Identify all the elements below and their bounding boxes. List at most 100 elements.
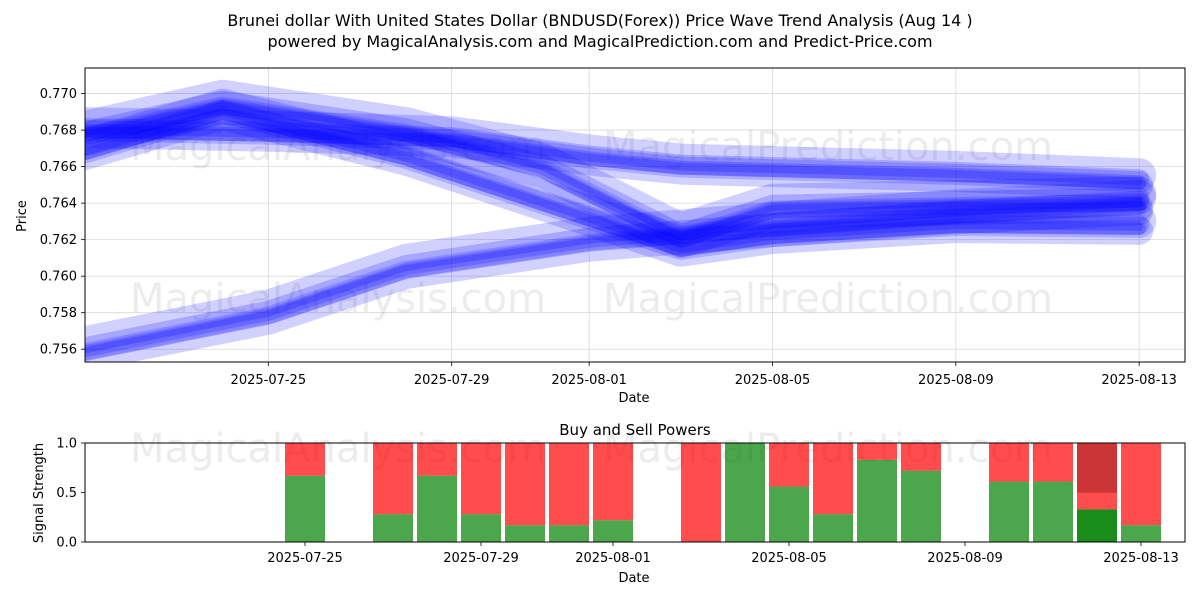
price-axes: 0.756 0.758 0.760 0.762 0.764 0.766 0.768 0.770… bbox=[40, 87, 1177, 388]
wave-band-stroke bbox=[85, 88, 1157, 260]
price-xtick-label: 2025-08-13 bbox=[1101, 373, 1177, 388]
wave-band-stroke bbox=[85, 105, 1147, 257]
watermark-prediction-mid: MagicalPrediction.com bbox=[603, 276, 1053, 322]
sell-bar bbox=[593, 443, 633, 521]
sell-bar bbox=[373, 443, 413, 515]
price-wave-bands bbox=[85, 79, 1157, 362]
buy-bar bbox=[857, 459, 897, 542]
wave-band-stroke bbox=[85, 99, 1150, 257]
wave-band-stroke bbox=[85, 197, 1154, 362]
buy-bar bbox=[1077, 509, 1117, 542]
signal-ytick-label: 1.0 bbox=[56, 437, 77, 452]
sell-bar bbox=[769, 443, 809, 487]
price-xtick-label: 2025-07-25 bbox=[231, 373, 307, 388]
price-xtick-label: 2025-08-05 bbox=[735, 373, 811, 388]
signal-xtick-label: 2025-08-01 bbox=[575, 551, 651, 566]
sell-bar bbox=[857, 443, 897, 460]
wave-band-stroke bbox=[85, 118, 1150, 190]
buy-bar bbox=[813, 514, 853, 542]
wave-band-stroke bbox=[85, 191, 1150, 358]
sell-bar bbox=[461, 443, 501, 515]
signal-ytick-label: 0.5 bbox=[56, 486, 77, 501]
signal-xlabel: Date bbox=[618, 571, 649, 586]
buy-bar bbox=[549, 525, 589, 542]
signal-xtick-label: 2025-08-13 bbox=[1103, 551, 1179, 566]
buy-bar bbox=[901, 470, 941, 542]
wave-band-stroke bbox=[85, 126, 1144, 186]
buy-bar bbox=[505, 525, 545, 542]
sell-bar bbox=[681, 443, 721, 542]
buy-bar bbox=[461, 514, 501, 542]
price-grid bbox=[85, 68, 1185, 362]
sell-bar bbox=[813, 443, 853, 515]
wave-band-stroke bbox=[85, 107, 1157, 193]
buy-bar bbox=[373, 514, 413, 542]
signal-xtick-label: 2025-08-05 bbox=[751, 551, 827, 566]
wave-band-stroke bbox=[85, 101, 1154, 267]
price-xtick-label: 2025-08-09 bbox=[918, 373, 994, 388]
watermark-analysis-mid: MagicalAnalysis.com bbox=[130, 276, 546, 322]
wave-band-stroke bbox=[85, 90, 1150, 244]
band-upper-band bbox=[85, 107, 1157, 200]
price-xtick-label: 2025-07-29 bbox=[414, 373, 490, 388]
wave-band-stroke bbox=[85, 98, 1144, 240]
signal-xtick-label: 2025-08-09 bbox=[927, 551, 1003, 566]
chart-title-line1: Brunei dollar With United States Dollar … bbox=[227, 11, 972, 30]
wave-band-stroke bbox=[85, 79, 1157, 247]
buy-bar bbox=[1033, 481, 1073, 542]
sell-bar bbox=[989, 443, 1029, 482]
price-xlabel: Date bbox=[618, 391, 649, 406]
wave-band-stroke bbox=[85, 107, 1144, 253]
buy-bar bbox=[769, 486, 809, 542]
buy-bar bbox=[417, 475, 457, 542]
wave-band-stroke bbox=[85, 100, 1147, 248]
sell-bar-overlay bbox=[1077, 443, 1117, 493]
chart-title-line2: powered by MagicalAnalysis.com and Magic… bbox=[267, 32, 932, 51]
price-ytick-label: 0.760 bbox=[40, 270, 77, 285]
sell-bar bbox=[1077, 443, 1117, 510]
sell-bar bbox=[1121, 443, 1161, 526]
band-middle-band bbox=[85, 79, 1157, 258]
signal-xtick-label: 2025-07-29 bbox=[443, 551, 519, 566]
signal-panel: Buy and Sell Powers MagicalAnalysis.com … bbox=[32, 421, 1186, 586]
wave-band-stroke bbox=[85, 124, 1147, 190]
wave-band-stroke bbox=[85, 199, 1144, 354]
wave-band-stroke bbox=[85, 96, 1154, 258]
price-ytick-label: 0.756 bbox=[40, 343, 77, 358]
price-ylabel: Price bbox=[15, 200, 30, 232]
buy-bar bbox=[285, 475, 325, 542]
sell-bar bbox=[1033, 443, 1073, 482]
sell-bar bbox=[285, 443, 325, 476]
price-ytick-label: 0.768 bbox=[40, 124, 77, 139]
buy-bar bbox=[725, 443, 765, 542]
price-panel: MagicalAnalysis.com MagicalPrediction.co… bbox=[15, 67, 1186, 406]
price-ytick-label: 0.758 bbox=[40, 306, 77, 321]
watermark-analysis-top: MagicalAnalysis.com bbox=[130, 124, 546, 170]
wave-band-stroke bbox=[85, 120, 1154, 200]
signal-xtick-label: 2025-07-25 bbox=[267, 551, 343, 566]
watermark-prediction-top: MagicalPrediction.com bbox=[603, 124, 1053, 170]
signal-ylabel: Signal Strength bbox=[32, 443, 47, 543]
price-plot-frame bbox=[84, 67, 1186, 363]
signal-bars bbox=[285, 443, 1161, 542]
band-lower-band bbox=[85, 88, 1157, 267]
buy-bar bbox=[989, 481, 1029, 542]
wave-band-stroke bbox=[85, 201, 1147, 362]
signal-ytick-label: 0.0 bbox=[56, 536, 77, 551]
sell-bar bbox=[505, 443, 545, 526]
signal-title: Buy and Sell Powers bbox=[559, 421, 711, 439]
price-ytick-label: 0.770 bbox=[40, 87, 77, 102]
buy-bar bbox=[593, 520, 633, 542]
sell-bar bbox=[417, 443, 457, 476]
wave-band-stroke bbox=[85, 180, 1157, 361]
signal-axes: 0.0 0.5 1.0 2025-07-25 2025-07-29 2025-08-01 2… bbox=[56, 437, 1178, 567]
sell-bar bbox=[901, 443, 941, 471]
sell-bar bbox=[549, 443, 589, 526]
band-rising-trend bbox=[85, 180, 1157, 362]
price-ytick-label: 0.762 bbox=[40, 233, 77, 248]
price-ytick-label: 0.766 bbox=[40, 160, 77, 175]
buy-bar bbox=[1121, 525, 1161, 542]
price-ytick-label: 0.764 bbox=[40, 197, 77, 212]
price-xtick-label: 2025-08-01 bbox=[551, 373, 627, 388]
